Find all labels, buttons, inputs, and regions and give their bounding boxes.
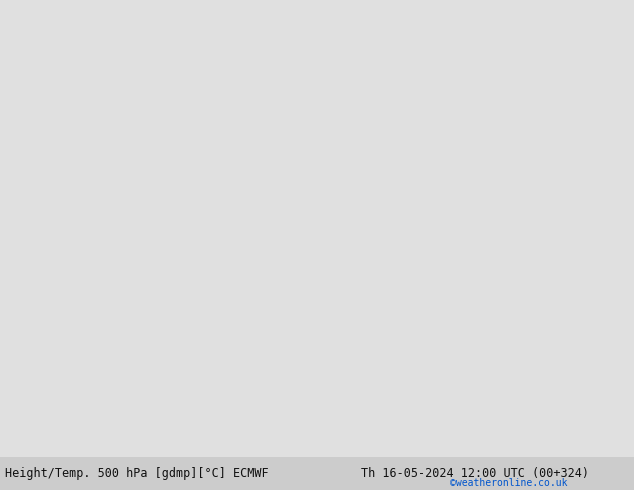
Text: Th 16-05-2024 12:00 UTC (00+324): Th 16-05-2024 12:00 UTC (00+324) bbox=[361, 467, 590, 480]
Text: ©weatheronline.co.uk: ©weatheronline.co.uk bbox=[450, 478, 567, 488]
Text: Height/Temp. 500 hPa [gdmp][°C] ECMWF: Height/Temp. 500 hPa [gdmp][°C] ECMWF bbox=[5, 467, 269, 480]
